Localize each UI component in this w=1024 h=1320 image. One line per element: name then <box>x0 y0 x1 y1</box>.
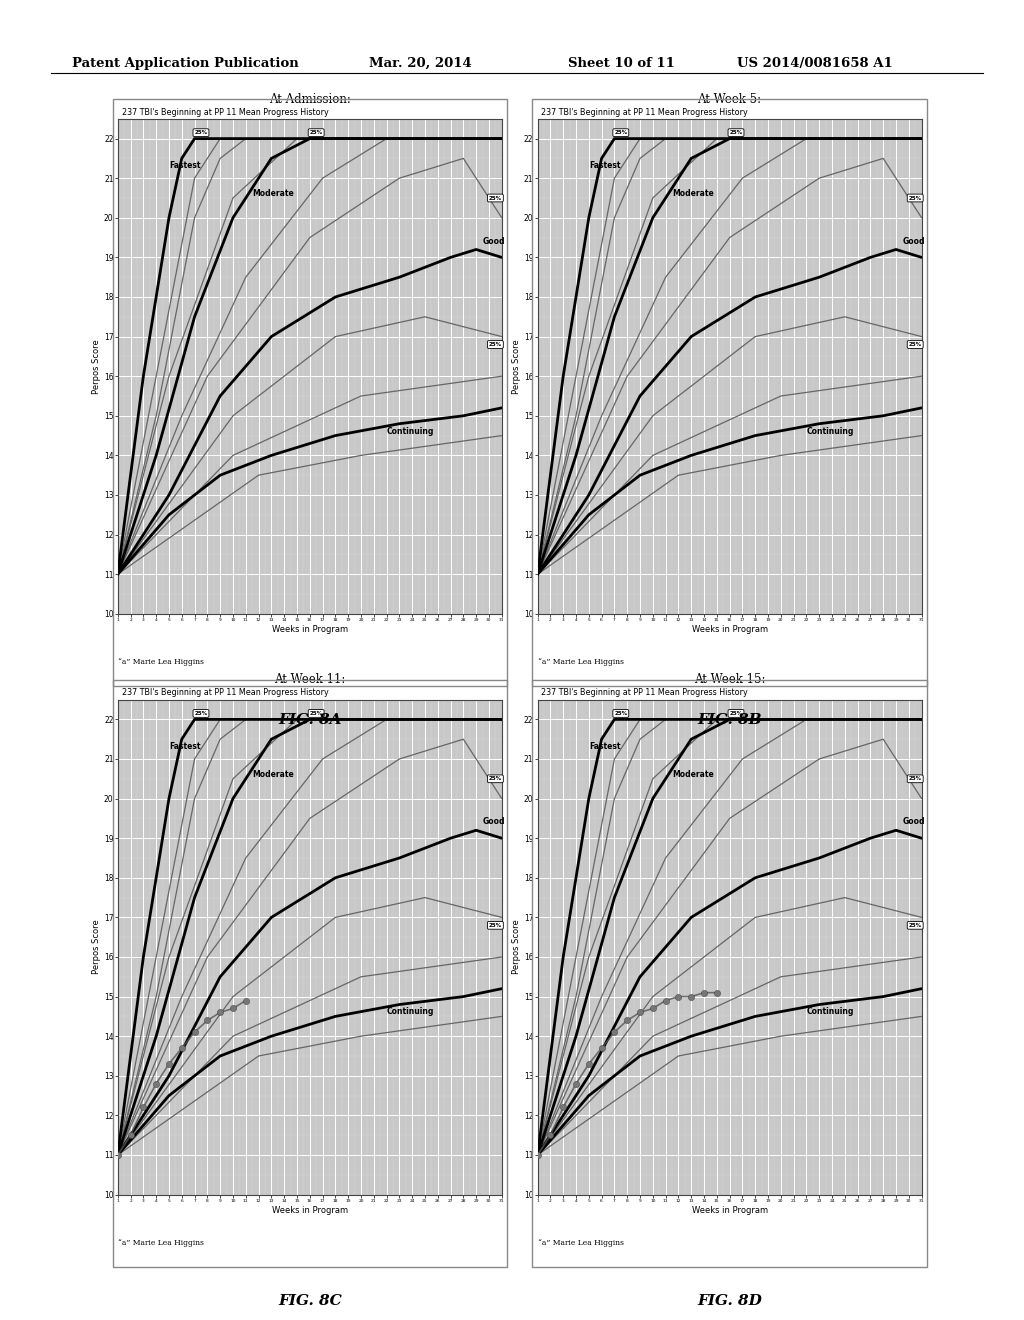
Y-axis label: Perpos Score: Perpos Score <box>512 920 521 974</box>
Text: Moderate: Moderate <box>252 770 294 779</box>
Text: 25%: 25% <box>614 711 628 715</box>
Text: Continuing: Continuing <box>807 426 854 436</box>
Point <box>225 998 242 1019</box>
Text: “a” Marie Lea Higgins: “a” Marie Lea Higgins <box>538 1238 624 1247</box>
Point <box>594 1038 610 1059</box>
X-axis label: Weeks in Program: Weeks in Program <box>271 624 348 634</box>
Text: US 2014/0081658 A1: US 2014/0081658 A1 <box>737 57 893 70</box>
Point <box>671 986 687 1007</box>
Point <box>199 1010 216 1031</box>
Text: Moderate: Moderate <box>672 770 714 779</box>
Text: 25%: 25% <box>908 776 922 781</box>
Point <box>709 982 725 1003</box>
Point <box>606 1022 623 1043</box>
Text: Fastest: Fastest <box>589 742 621 751</box>
Text: FIG. 8B: FIG. 8B <box>697 713 762 727</box>
Text: Sheet 10 of 11: Sheet 10 of 11 <box>568 57 675 70</box>
Text: Good: Good <box>482 817 505 826</box>
Point <box>618 1010 635 1031</box>
Point <box>543 1125 559 1146</box>
Text: 25%: 25% <box>488 923 502 928</box>
Y-axis label: Perpos Score: Perpos Score <box>92 920 101 974</box>
Text: “a” Marie Lea Higgins: “a” Marie Lea Higgins <box>118 657 204 667</box>
Point <box>148 1073 165 1094</box>
Point <box>212 1002 228 1023</box>
Point <box>657 990 674 1011</box>
Point <box>555 1097 571 1118</box>
Point <box>238 990 254 1011</box>
Text: 25%: 25% <box>195 711 208 715</box>
Text: 25%: 25% <box>488 776 502 781</box>
Text: 25%: 25% <box>488 195 502 201</box>
Text: Fastest: Fastest <box>169 742 201 751</box>
Text: 237 TBI's Beginning at PP 11 Mean Progress History: 237 TBI's Beginning at PP 11 Mean Progre… <box>122 689 329 697</box>
Point <box>696 982 713 1003</box>
Point <box>529 1144 546 1166</box>
Text: At Week 11:: At Week 11: <box>274 673 345 686</box>
Text: At Week 5:: At Week 5: <box>697 92 762 106</box>
Text: 25%: 25% <box>908 195 922 201</box>
Point <box>645 998 662 1019</box>
Text: 25%: 25% <box>908 342 922 347</box>
Text: Good: Good <box>902 236 925 246</box>
Text: 25%: 25% <box>729 711 742 715</box>
Text: Continuing: Continuing <box>807 1007 854 1016</box>
Text: Continuing: Continuing <box>387 426 434 436</box>
Point <box>135 1097 152 1118</box>
Text: Good: Good <box>902 817 925 826</box>
Text: FIG. 8D: FIG. 8D <box>697 1294 762 1308</box>
Text: Patent Application Publication: Patent Application Publication <box>72 57 298 70</box>
X-axis label: Weeks in Program: Weeks in Program <box>271 1205 348 1214</box>
Text: 25%: 25% <box>309 131 323 135</box>
Text: 237 TBI's Beginning at PP 11 Mean Progress History: 237 TBI's Beginning at PP 11 Mean Progre… <box>542 108 749 116</box>
Text: Moderate: Moderate <box>672 189 714 198</box>
Text: FIG. 8C: FIG. 8C <box>278 1294 342 1308</box>
Point <box>161 1053 177 1074</box>
Point <box>110 1144 126 1166</box>
Point <box>632 1002 648 1023</box>
Text: “a” Marie Lea Higgins: “a” Marie Lea Higgins <box>538 657 624 667</box>
Point <box>683 986 699 1007</box>
Text: Good: Good <box>482 236 505 246</box>
Text: 25%: 25% <box>195 131 208 135</box>
Point <box>581 1053 597 1074</box>
Text: Moderate: Moderate <box>252 189 294 198</box>
Text: At Week 15:: At Week 15: <box>694 673 765 686</box>
Text: “a” Marie Lea Higgins: “a” Marie Lea Higgins <box>118 1238 204 1247</box>
Point <box>174 1038 190 1059</box>
Text: 25%: 25% <box>729 131 742 135</box>
Point <box>123 1125 139 1146</box>
Y-axis label: Perpos Score: Perpos Score <box>92 339 101 393</box>
Text: 237 TBI's Beginning at PP 11 Mean Progress History: 237 TBI's Beginning at PP 11 Mean Progre… <box>542 689 749 697</box>
Text: Mar. 20, 2014: Mar. 20, 2014 <box>369 57 471 70</box>
X-axis label: Weeks in Program: Weeks in Program <box>691 1205 768 1214</box>
Text: 25%: 25% <box>908 923 922 928</box>
Point <box>568 1073 585 1094</box>
Text: Fastest: Fastest <box>169 161 201 170</box>
Text: 25%: 25% <box>614 131 628 135</box>
Text: 25%: 25% <box>309 711 323 715</box>
Text: 237 TBI's Beginning at PP 11 Mean Progress History: 237 TBI's Beginning at PP 11 Mean Progre… <box>122 108 329 116</box>
Text: At Admission:: At Admission: <box>269 92 350 106</box>
X-axis label: Weeks in Program: Weeks in Program <box>691 624 768 634</box>
Y-axis label: Perpos Score: Perpos Score <box>512 339 521 393</box>
Text: Fastest: Fastest <box>589 161 621 170</box>
Point <box>186 1022 203 1043</box>
Text: Continuing: Continuing <box>387 1007 434 1016</box>
Text: 25%: 25% <box>488 342 502 347</box>
Text: FIG. 8A: FIG. 8A <box>278 713 342 727</box>
